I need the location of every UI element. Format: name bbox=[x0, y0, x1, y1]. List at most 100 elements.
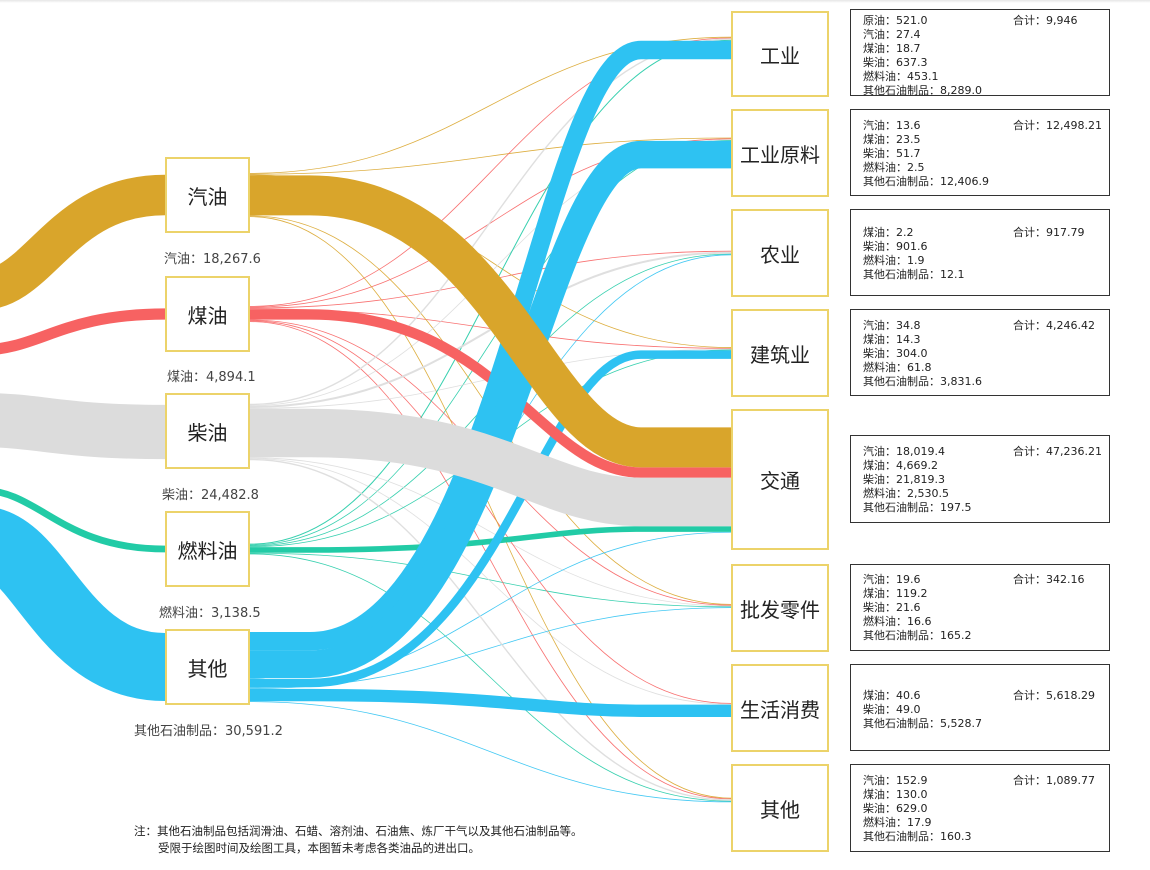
info-row: 汽油：152.9 bbox=[863, 774, 928, 787]
info-box-others: 汽油：152.9 煤油：130.0 柴油：629.0 燃料油：17.9 其他石油… bbox=[850, 764, 1110, 852]
info-row: 燃料油：16.6 bbox=[863, 615, 932, 628]
info-row: 柴油：629.0 bbox=[863, 802, 928, 815]
source-node-gasoline: 汽油 bbox=[165, 157, 250, 233]
info-rows: 汽油：152.9 煤油：130.0 柴油：629.0 燃料油：17.9 其他石油… bbox=[863, 774, 972, 844]
info-rows: 汽油：19.6 煤油：119.2 柴油：21.6 燃料油：16.6 其他石油制品… bbox=[863, 573, 972, 643]
info-row: 其他石油制品：8,289.0 bbox=[863, 84, 982, 97]
target-node-agriculture: 农业 bbox=[731, 209, 829, 297]
info-row: 燃料油：2,530.5 bbox=[863, 487, 949, 500]
source-inflow-band bbox=[0, 488, 166, 553]
info-rows: 煤油：2.2 柴油：901.6 燃料油：1.9 其他石油制品：12.1 bbox=[863, 226, 965, 282]
target-label: 工业原料 bbox=[740, 142, 820, 167]
info-row: 其他石油制品：12,406.9 bbox=[863, 175, 989, 188]
source-inflow-band bbox=[0, 174, 166, 308]
info-total: 合计：12,498.21 bbox=[1013, 119, 1102, 132]
info-row: 煤油：18.7 bbox=[863, 42, 921, 55]
flow-link-gas-to-feedstock bbox=[249, 137, 732, 175]
target-node-feedstock: 工业原料 bbox=[731, 109, 829, 197]
source-total-diesel: 柴油：24,482.8 bbox=[162, 488, 259, 503]
info-row: 汽油：27.4 bbox=[863, 28, 921, 41]
source-total-other: 其他石油制品：30,591.2 bbox=[134, 724, 283, 739]
flow-link-diesel-to-retail bbox=[249, 457, 732, 607]
info-box-agriculture: 煤油：2.2 柴油：901.6 燃料油：1.9 其他石油制品：12.1 合计：9… bbox=[850, 209, 1110, 296]
info-total: 合计：917.79 bbox=[1013, 226, 1085, 239]
info-row: 燃料油：2.5 bbox=[863, 161, 925, 174]
info-box-industry: 原油：521.0 汽油：27.4 煤油：18.7 柴油：637.3 燃料油：45… bbox=[850, 9, 1110, 98]
info-row: 燃料油：453.1 bbox=[863, 70, 939, 83]
source-label: 柴油 bbox=[187, 420, 228, 445]
info-row: 柴油：901.6 bbox=[863, 240, 928, 253]
info-total: 合计：5,618.29 bbox=[1013, 689, 1095, 702]
footnote: 注：其他石油制品包括润滑油、石蜡、溶剂油、石油焦、炼厂干气以及其他石油制品等。 … bbox=[134, 823, 583, 857]
source-label: 燃料油 bbox=[177, 538, 238, 563]
target-label: 建筑业 bbox=[750, 342, 810, 367]
flow-link-diesel-to-others bbox=[249, 458, 732, 801]
info-box-transport: 汽油：18,019.4 煤油：4,669.2 柴油：21,819.3 燃料油：2… bbox=[850, 435, 1110, 523]
info-row: 煤油：119.2 bbox=[863, 587, 928, 600]
target-node-household: 生活消费 bbox=[731, 664, 829, 752]
target-node-industry: 工业 bbox=[731, 11, 829, 97]
flow-link-kero-to-others bbox=[249, 321, 732, 800]
flow-link-other-to-construction bbox=[250, 350, 731, 688]
top-border bbox=[0, 0, 1150, 3]
info-total: 合计：342.16 bbox=[1013, 573, 1085, 586]
info-row: 煤油：40.6 bbox=[863, 689, 921, 702]
info-row: 其他石油制品：165.2 bbox=[863, 629, 972, 642]
info-rows: 汽油：34.8 煤油：14.3 柴油：304.0 燃料油：61.8 其他石油制品… bbox=[863, 319, 982, 389]
source-inflow-band bbox=[0, 509, 168, 701]
info-row: 燃料油：61.8 bbox=[863, 361, 932, 374]
source-node-diesel: 柴油 bbox=[165, 393, 250, 469]
info-row: 其他石油制品：12.1 bbox=[863, 268, 965, 281]
target-node-others: 其他 bbox=[731, 764, 829, 852]
info-total: 合计：9,946 bbox=[1013, 14, 1078, 27]
target-label: 批发零件 bbox=[740, 597, 820, 622]
target-label: 其他 bbox=[760, 797, 800, 822]
info-rows: 煤油：40.6 柴油：49.0 其他石油制品：5,528.7 bbox=[863, 689, 982, 731]
info-row: 其他石油制品：5,528.7 bbox=[863, 717, 982, 730]
target-node-construction: 建筑业 bbox=[731, 309, 829, 397]
info-row: 柴油：304.0 bbox=[863, 347, 928, 360]
info-row: 柴油：637.3 bbox=[863, 56, 928, 69]
info-rows: 汽油：13.6 煤油：23.5 柴油：51.7 燃料油：2.5 其他石油制品：1… bbox=[863, 119, 989, 189]
info-box-feedstock: 汽油：13.6 煤油：23.5 柴油：51.7 燃料油：2.5 其他石油制品：1… bbox=[850, 109, 1110, 196]
flow-link-other-to-feedstock bbox=[250, 140, 731, 678]
info-row: 原油：521.0 bbox=[863, 14, 928, 27]
info-row: 煤油：23.5 bbox=[863, 133, 921, 146]
flow-link-fuel-to-transport bbox=[250, 526, 731, 553]
info-row: 煤油：2.2 bbox=[863, 226, 914, 239]
flow-link-diesel-to-transport bbox=[250, 408, 731, 527]
info-row: 汽油：18,019.4 bbox=[863, 445, 945, 458]
source-total-gasoline: 汽油：18,267.6 bbox=[164, 252, 261, 267]
source-total-fuel-oil: 燃料油：3,138.5 bbox=[159, 606, 261, 621]
info-row: 柴油：49.0 bbox=[863, 703, 921, 716]
info-row: 汽油：34.8 bbox=[863, 319, 921, 332]
info-total: 合计：1,089.77 bbox=[1013, 774, 1095, 787]
info-row: 汽油：13.6 bbox=[863, 119, 921, 132]
flow-link-fuel-to-others bbox=[249, 553, 732, 802]
target-label: 生活消费 bbox=[740, 697, 820, 722]
info-row: 汽油：19.6 bbox=[863, 573, 921, 586]
footnote-line: 受限于绘图时间及绘图工具，本图暂未考虑各类油品的进出口。 bbox=[158, 841, 480, 855]
target-node-retail: 批发零件 bbox=[731, 564, 829, 652]
info-row: 其他石油制品：160.3 bbox=[863, 830, 972, 843]
info-row: 煤油：130.0 bbox=[863, 788, 928, 801]
source-label: 其他 bbox=[187, 656, 228, 681]
info-rows: 原油：521.0 汽油：27.4 煤油：18.7 柴油：637.3 燃料油：45… bbox=[863, 14, 982, 98]
flow-link-other-to-others bbox=[249, 701, 732, 803]
info-row: 燃料油：17.9 bbox=[863, 816, 932, 829]
info-rows: 汽油：18,019.4 煤油：4,669.2 柴油：21,819.3 燃料油：2… bbox=[863, 445, 972, 515]
info-row: 煤油：14.3 bbox=[863, 333, 921, 346]
source-label: 汽油 bbox=[187, 184, 228, 209]
flow-link-diesel-to-household bbox=[249, 458, 732, 705]
info-row: 燃料油：1.9 bbox=[863, 254, 925, 267]
info-row: 柴油：21,819.3 bbox=[863, 473, 945, 486]
target-label: 农业 bbox=[760, 242, 800, 267]
flow-link-gas-to-others bbox=[249, 216, 732, 799]
flow-link-other-to-household bbox=[250, 688, 731, 717]
info-row: 柴油：21.6 bbox=[863, 601, 921, 614]
flow-link-gas-to-transport bbox=[250, 175, 731, 468]
footnote-line: 注：其他石油制品包括润滑油、石蜡、溶剂油、石油焦、炼厂干气以及其他石油制品等。 bbox=[134, 824, 583, 838]
info-row: 柴油：51.7 bbox=[863, 147, 921, 160]
info-total: 合计：47,236.21 bbox=[1013, 445, 1102, 458]
